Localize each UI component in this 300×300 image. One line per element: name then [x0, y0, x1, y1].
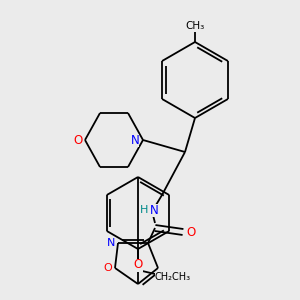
Text: CH₃: CH₃	[185, 21, 205, 31]
Text: N: N	[107, 238, 115, 248]
Text: N: N	[130, 134, 140, 146]
Text: O: O	[134, 259, 142, 272]
Text: O: O	[186, 226, 196, 238]
Text: CH₂CH₃: CH₂CH₃	[155, 272, 191, 282]
Text: N: N	[150, 203, 158, 217]
Text: O: O	[74, 134, 82, 146]
Text: H: H	[140, 205, 148, 215]
Text: O: O	[103, 263, 112, 273]
